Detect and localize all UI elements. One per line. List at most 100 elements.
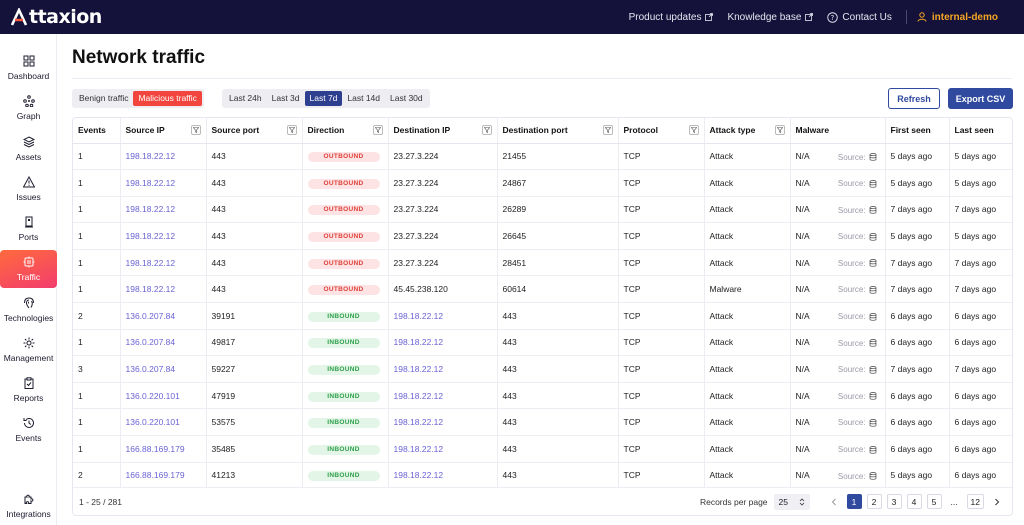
source-ip-link[interactable]: 198.18.22.12 — [125, 257, 176, 268]
filter-icon[interactable] — [286, 125, 297, 135]
table-row[interactable]: 1 198.18.22.12 443 OUTBOUND 23.27.3.224 28451… — [73, 249, 1012, 277]
table-row[interactable]: 1 166.88.169.179 35485 INBOUND 198.18.22.12 4… — [73, 435, 1012, 463]
source-ip-link[interactable]: 136.0.207.84 — [125, 337, 176, 348]
table-row[interactable]: 2 136.0.207.84 39191 INBOUND 198.18.22.12 443… — [73, 302, 1012, 330]
filter-icon[interactable] — [602, 125, 613, 135]
sidebar-item-events[interactable]: Events — [0, 411, 57, 449]
table-row[interactable]: 1 198.18.22.12 443 OUTBOUND 23.27.3.224 24867… — [73, 169, 1012, 197]
time-option-7d[interactable]: Last 7d — [304, 91, 343, 106]
source-ip-link[interactable]: 136.0.220.101 — [125, 417, 180, 428]
column-header-direction[interactable]: Direction — [302, 118, 389, 144]
table-row[interactable]: 1 136.0.207.84 49817 INBOUND 198.18.22.12 443… — [73, 329, 1012, 357]
sidebar-item-assets[interactable]: Assets — [0, 130, 57, 168]
page-button-2[interactable]: 2 — [866, 494, 882, 509]
destination-ip-value[interactable]: 198.18.22.12 — [393, 337, 444, 348]
sidebar-item-graph[interactable]: Graph — [0, 89, 57, 127]
source-ip-link[interactable]: 198.18.22.12 — [125, 151, 176, 162]
page-button-4[interactable]: 4 — [906, 494, 922, 509]
filter-icon[interactable] — [372, 125, 383, 135]
table-row[interactable]: 3 136.0.207.84 59227 INBOUND 198.18.22.12 443… — [73, 355, 1012, 383]
malware-source[interactable]: Source: — [838, 339, 877, 348]
destination-ip-value[interactable]: 198.18.22.12 — [393, 390, 444, 401]
column-header-events[interactable]: Events — [73, 118, 121, 144]
time-option-24h[interactable]: Last 24h — [229, 93, 262, 103]
destination-ip-value[interactable]: 198.18.22.12 — [393, 310, 444, 321]
sidebar-item-technologies[interactable]: Technologies — [0, 291, 57, 329]
destination-ip-value[interactable]: 198.18.22.12 — [393, 443, 444, 454]
malware-source[interactable]: Source: — [838, 153, 877, 162]
sidebar-item-issues[interactable]: Issues — [0, 170, 57, 208]
malware-source[interactable]: Source: — [838, 179, 877, 188]
column-header-destination-port[interactable]: Destination port — [497, 118, 619, 144]
time-option-14d[interactable]: Last 14d — [347, 93, 381, 103]
table-row[interactable]: 1 198.18.22.12 443 OUTBOUND 23.27.3.224 26645… — [73, 222, 1012, 250]
sidebar-item-traffic[interactable]: Traffic — [0, 250, 57, 288]
source-ip-link[interactable]: 166.88.169.179 — [125, 443, 185, 454]
page-button-12[interactable]: 12 — [966, 494, 984, 509]
product-updates-link[interactable]: Product updates — [629, 12, 714, 23]
sidebar-item-integrations[interactable]: Integrations — [0, 487, 57, 525]
column-header-first-seen[interactable]: First seen — [885, 118, 950, 144]
table-row[interactable]: 1 198.18.22.12 443 OUTBOUND 23.27.3.224 26289… — [73, 196, 1012, 224]
logo[interactable]: ttaxion — [10, 6, 102, 28]
source-ip-link[interactable]: 198.18.22.12 — [125, 284, 176, 295]
filter-icon[interactable] — [774, 125, 785, 135]
page-button-3[interactable]: 3 — [886, 494, 902, 509]
time-option-30d[interactable]: Last 30d — [390, 93, 423, 103]
column-header-destination-ip[interactable]: Destination IP — [388, 118, 498, 144]
table-row[interactable]: 1 198.18.22.12 443 OUTBOUND 45.45.238.120 606… — [73, 275, 1012, 304]
table-row[interactable]: 1 136.0.220.101 47919 INBOUND 198.18.22.12 44… — [73, 382, 1012, 410]
source-ip-link[interactable]: 198.18.22.12 — [125, 177, 176, 188]
malware-source[interactable]: Source: — [838, 312, 877, 321]
knowledge-base-link[interactable]: Knowledge base — [727, 12, 814, 23]
export-csv-button[interactable]: Export CSV — [948, 88, 1013, 109]
destination-ip-value[interactable]: 198.18.22.12 — [393, 417, 444, 428]
refresh-button[interactable]: Refresh — [888, 88, 940, 109]
filter-icon[interactable] — [190, 125, 201, 135]
page-button-5[interactable]: 5 — [926, 494, 942, 509]
source-ip-link[interactable]: 198.18.22.12 — [125, 231, 176, 242]
malware-source[interactable]: Source: — [838, 232, 877, 241]
malicious-traffic-option[interactable]: Malicious traffic — [133, 91, 202, 106]
column-header-attack-type[interactable]: Attack type — [704, 118, 791, 144]
malware-source[interactable]: Source: — [838, 285, 877, 294]
column-header-source-port[interactable]: Source port — [206, 118, 303, 144]
cell-first-seen: 6 days ago — [885, 408, 950, 437]
source-ip-link[interactable]: 136.0.207.84 — [125, 310, 176, 321]
column-header-last-seen[interactable]: Last seen — [949, 118, 1012, 144]
page-button-1[interactable]: 1 — [846, 494, 862, 509]
sidebar-item-management[interactable]: Management — [0, 331, 57, 369]
time-option-3d[interactable]: Last 3d — [271, 93, 300, 103]
database-icon — [869, 286, 876, 294]
malware-source[interactable]: Source: — [838, 392, 877, 401]
malware-source[interactable]: Source: — [838, 365, 877, 374]
user-menu[interactable]: internal-demo — [917, 12, 998, 23]
malware-source[interactable]: Source: — [838, 445, 877, 454]
records-per-page-select[interactable]: 25 — [773, 493, 810, 510]
next-page-button[interactable] — [989, 494, 1004, 509]
table-row[interactable]: 1 198.18.22.12 443 OUTBOUND 23.27.3.224 21455… — [73, 143, 1012, 171]
table-row[interactable]: 1 136.0.220.101 53575 INBOUND 198.18.22.12 44… — [73, 408, 1012, 437]
source-ip-link[interactable]: 136.0.220.101 — [125, 390, 180, 401]
contact-us-link[interactable]: ? Contact Us — [827, 12, 892, 23]
destination-ip-value[interactable]: 198.18.22.12 — [393, 364, 444, 375]
column-header-malware[interactable]: Malware — [790, 118, 886, 144]
table-row[interactable]: 2 166.88.169.179 41213 INBOUND 198.18.22.12 4… — [73, 462, 1012, 490]
filter-icon[interactable] — [481, 125, 492, 135]
malware-source[interactable]: Source: — [838, 259, 877, 268]
sidebar-item-ports[interactable]: Ports — [0, 210, 57, 248]
malware-source[interactable]: Source: — [838, 418, 877, 427]
sidebar-item-reports[interactable]: Reports — [0, 371, 57, 409]
column-header-source-ip[interactable]: Source IP — [120, 118, 207, 144]
benign-traffic-option[interactable]: Benign traffic — [79, 93, 129, 103]
sidebar-item-dashboard[interactable]: Dashboard — [0, 49, 57, 87]
destination-ip-value[interactable]: 198.18.22.12 — [393, 470, 444, 481]
column-header-protocol[interactable]: Protocol — [618, 118, 705, 144]
malware-source[interactable]: Source: — [838, 206, 877, 215]
source-ip-link[interactable]: 166.88.169.179 — [125, 470, 185, 481]
source-ip-link[interactable]: 136.0.207.84 — [125, 364, 176, 375]
prev-page-button[interactable] — [827, 494, 842, 509]
source-ip-link[interactable]: 198.18.22.12 — [125, 204, 176, 215]
filter-icon[interactable] — [688, 125, 699, 135]
malware-source[interactable]: Source: — [838, 472, 877, 481]
